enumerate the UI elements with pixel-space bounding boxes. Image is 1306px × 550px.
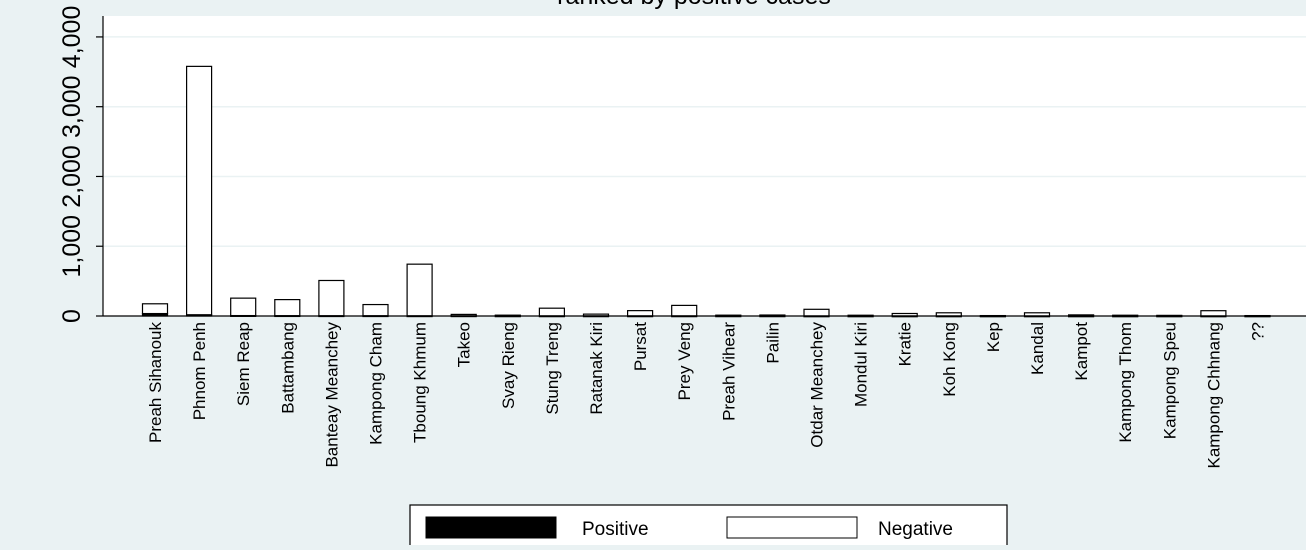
legend-swatch-negative <box>726 516 858 539</box>
x-tick-label: Siem Reap <box>234 322 253 406</box>
bar-negative <box>671 304 698 317</box>
x-tick-label: Koh Kong <box>940 322 959 397</box>
x-tick-label: Kampong Cham <box>367 322 386 445</box>
plot-area <box>103 16 1306 316</box>
y-axis-ticks: 0 1,000 2,000 3,000 4,000 <box>58 6 103 323</box>
chart-title: ranked by positive cases <box>557 0 831 10</box>
bar-negative <box>230 297 257 317</box>
x-tick-label: Prey Veng <box>675 322 694 400</box>
x-axis-tick-labels: Preah Sihanouk Phnom Penh Siem Reap Battamb… <box>146 322 1268 469</box>
x-tick-label: Mondul Kiri <box>852 322 871 407</box>
x-tick-label: Otdar Meanchey <box>808 322 827 448</box>
bar-negative <box>141 303 169 315</box>
y-tick-label: 2,000 <box>58 145 86 208</box>
legend-swatch-positive <box>425 516 557 539</box>
x-tick-label: ?? <box>1249 322 1268 341</box>
y-tick-label: 0 <box>58 309 86 323</box>
x-tick-label: Preah Sihanouk <box>146 322 165 443</box>
x-tick-label: Kandal <box>1028 322 1047 375</box>
x-tick-label: Takeo <box>455 322 474 367</box>
legend-label-negative: Negative <box>878 519 953 540</box>
legend-label-positive: Positive <box>582 519 649 540</box>
x-tick-label: Stung Treng <box>543 322 562 415</box>
x-tick-label: Svay Rieng <box>499 322 518 409</box>
x-tick-label: Banteay Meanchey <box>322 322 341 468</box>
bar-negative <box>274 299 301 317</box>
x-tick-label: Preah Vihear <box>719 322 738 421</box>
bar-negative <box>318 279 345 317</box>
bar-negative <box>803 308 830 317</box>
gridlines <box>103 36 1306 247</box>
bar-negative <box>1200 310 1227 317</box>
x-tick-label: Kampong Thom <box>1116 322 1135 443</box>
legend: Positive Negative <box>409 504 1008 548</box>
x-tick-label: Pursat <box>631 322 650 371</box>
x-tick-label: Kampong Chhnang <box>1204 322 1223 469</box>
y-tick-label: 4,000 <box>58 6 86 69</box>
bar-negative <box>186 65 213 316</box>
x-tick-label: Kampong Speu <box>1160 322 1179 439</box>
x-tick-label: Battambang <box>278 322 297 414</box>
x-tick-label: Kratie <box>896 322 915 366</box>
bar-negative <box>538 307 566 317</box>
bar-negative <box>362 303 389 317</box>
y-tick-label: 1,000 <box>58 215 86 278</box>
x-tick-label: Ratanak Kiri <box>587 322 606 415</box>
bar-negative <box>406 263 433 317</box>
x-tick-label: Phnom Penh <box>190 322 209 420</box>
x-tick-label: Tboung Khmum <box>411 322 430 443</box>
y-tick-label: 3,000 <box>58 75 86 138</box>
bar-negative <box>626 310 654 317</box>
x-tick-label: Kep <box>984 322 1003 352</box>
x-tick-label: Kampot <box>1072 322 1091 381</box>
x-tick-label: Pailin <box>763 322 782 364</box>
